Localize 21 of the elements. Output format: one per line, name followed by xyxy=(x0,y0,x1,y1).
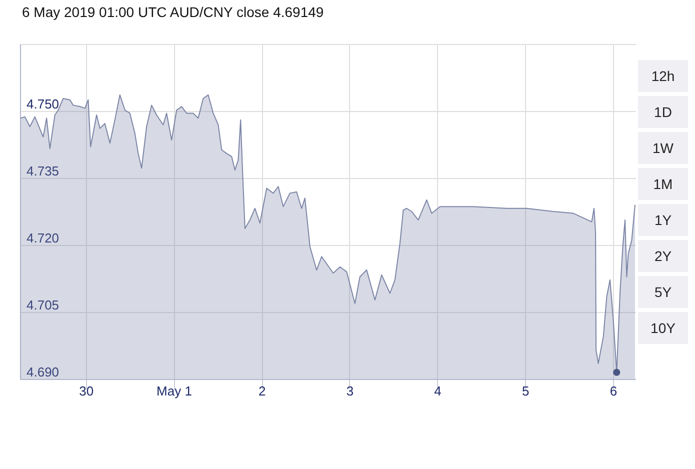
y-tick-label: 4.690 xyxy=(26,364,60,380)
range-button: 2Y xyxy=(638,240,688,272)
x-tick-label: 5 xyxy=(522,384,530,398)
x-tick-label: 30 xyxy=(79,384,94,398)
range-button: 1Y xyxy=(638,204,688,236)
chart-title: 6 May 2019 01:00 UTC AUD/CNY close 4.69149 xyxy=(22,4,324,20)
range-button: 12h xyxy=(638,60,688,92)
x-tick-label: May 1 xyxy=(156,384,192,398)
y-tick-label: 4.705 xyxy=(26,298,60,312)
range-button: 5Y xyxy=(638,276,688,308)
range-button: 1M xyxy=(638,168,688,200)
x-tick-label: 3 xyxy=(346,384,354,398)
x-tick-label: 2 xyxy=(258,384,266,398)
range-button: 10Y xyxy=(638,312,688,344)
y-tick-label: 4.735 xyxy=(26,164,60,178)
range-button: 1D xyxy=(638,96,688,128)
range-button: 1W xyxy=(638,132,688,164)
x-tick-label: 6 xyxy=(610,384,618,398)
y-tick-label: 4.750 xyxy=(26,96,60,112)
x-tick-label: 4 xyxy=(434,384,442,398)
y-tick-label: 4.720 xyxy=(26,230,60,246)
